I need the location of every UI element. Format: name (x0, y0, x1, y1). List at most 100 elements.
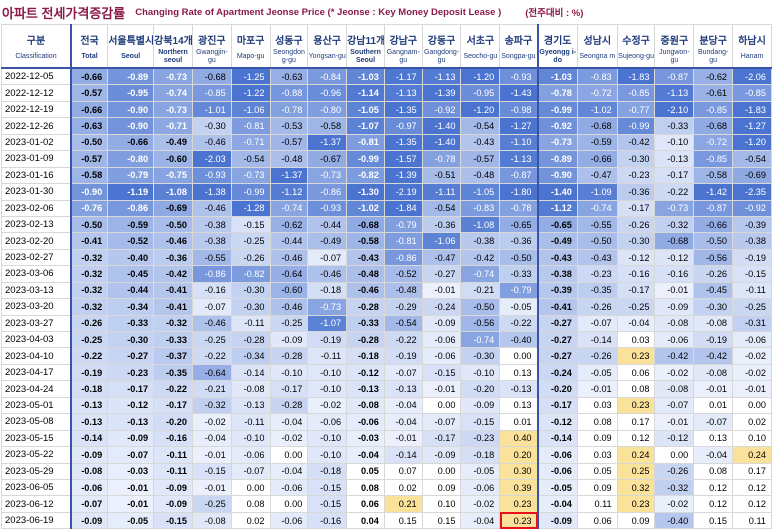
rate-cell: -0.89 (536, 150, 578, 168)
rate-cell: -1.22 (230, 84, 271, 102)
rate-cell: -0.06 (421, 347, 462, 365)
rate-cell: -0.74 (576, 199, 618, 217)
rate-cell: -1.39 (421, 84, 462, 102)
rate-cell: 0.09 (576, 478, 618, 497)
rate-cell: 0.00 (499, 347, 539, 365)
rate-cell: -0.07 (69, 495, 109, 513)
rate-cell: -0.07 (693, 413, 734, 431)
rate-cell: -0.17 (153, 396, 193, 415)
rate-cell: -0.44 (107, 281, 155, 300)
table-row: 2023-06-12 -0.07 -0.01 -0.09 -0.25 0.08 0.00 -0… (0, 495, 772, 513)
rate-cell: -0.33 (153, 330, 193, 349)
rate-cell: -0.68 (191, 67, 232, 86)
rate-cell: -0.17 (654, 166, 695, 185)
rate-cell: -0.02 (191, 413, 232, 431)
rate-cell: 0.03 (576, 446, 618, 464)
row-date: 2023-01-30 (0, 183, 72, 201)
jeonse-table-page: 아파트 전세가격증감률 Changing Rate of Apartment J… (0, 6, 772, 529)
rate-cell: -0.13 (346, 380, 385, 398)
rate-cell: -0.25 (191, 330, 232, 349)
col-subheader-5: Mapo-gu (230, 47, 271, 69)
rate-cell: -0.08 (191, 511, 232, 529)
rate-cell: 0.00 (421, 396, 462, 415)
rate-cell: -0.15 (307, 478, 348, 497)
rate-cell: -0.32 (654, 478, 695, 497)
rate-cell: -1.08 (153, 183, 193, 201)
rate-cell: -0.05 (576, 363, 618, 382)
rate-cell: -0.40 (107, 248, 155, 267)
table-row: 2023-06-05 -0.06 -0.01 -0.09 -0.01 0.00 -0.06-… (0, 478, 772, 497)
rate-cell: -0.14 (230, 363, 271, 382)
rate-cell: -0.64 (191, 363, 232, 382)
rate-cell: -0.41 (536, 298, 578, 316)
rate-cell: -0.89 (107, 67, 155, 86)
row-date: 2023-06-05 (0, 478, 72, 497)
rate-cell: -0.20 (460, 380, 501, 398)
rate-cell: -0.09 (460, 396, 501, 415)
rate-cell: -0.37 (153, 347, 193, 365)
table-row: 2023-05-15 -0.14 -0.09 -0.16 -0.04 -0.10 -0.02… (0, 429, 772, 448)
rate-cell: -0.09 (153, 478, 193, 497)
rate-cell: -0.24 (421, 298, 462, 316)
col-subheader-0: Classification (0, 47, 72, 69)
rate-cell: -0.73 (307, 166, 348, 185)
rate-cell: -0.17 (616, 281, 656, 300)
rate-cell: -0.80 (107, 150, 155, 168)
rate-cell: -0.40 (654, 511, 695, 529)
rate-cell: -0.10 (654, 133, 695, 152)
rate-cell: -1.09 (576, 183, 618, 201)
rate-cell: -0.76 (69, 199, 109, 217)
rate-cell: -0.04 (346, 446, 385, 464)
rate-cell: -0.17 (421, 429, 462, 448)
rate-cell: -0.93 (499, 67, 539, 86)
rate-cell: -0.17 (269, 380, 309, 398)
rate-cell: -0.01 (107, 478, 155, 497)
rate-cell: -0.85 (693, 150, 734, 168)
rate-cell: -0.25 (69, 330, 109, 349)
header-row-english: Classification Total Seoul Northern seoul Gw… (0, 47, 772, 69)
rate-cell: -0.54 (421, 199, 462, 217)
rate-cell: 0.08 (230, 495, 271, 513)
rate-cell: -0.73 (153, 100, 193, 119)
rate-cell: 0.02 (732, 413, 772, 431)
rate-cell: -0.48 (346, 265, 385, 283)
rate-cell: -0.12 (107, 396, 155, 415)
rate-cell: -0.32 (69, 248, 109, 267)
rate-cell: -0.50 (499, 248, 539, 267)
rate-cell: -0.48 (383, 281, 423, 300)
rate-cell: -0.39 (732, 215, 772, 234)
rate-cell: -0.20 (536, 380, 578, 398)
col-header-1: 전국 (69, 24, 109, 47)
rate-cell: -1.42 (693, 183, 734, 201)
table-row: 2022-12-05 -0.66 -0.89 -0.73 -0.68 -1.25 -0.63… (0, 67, 772, 86)
rate-cell: -0.02 (307, 396, 348, 415)
rate-cell: 0.08 (693, 462, 734, 480)
rate-cell: -0.74 (460, 330, 501, 349)
rate-cell: 0.24 (732, 446, 772, 464)
rate-cell: -1.13 (383, 84, 423, 102)
rate-cell: -0.48 (460, 166, 501, 185)
rate-cell: -0.05 (460, 462, 501, 480)
rate-cell: 0.11 (732, 511, 772, 529)
rate-cell: -0.95 (107, 84, 155, 102)
rate-cell: -0.13 (654, 150, 695, 168)
rate-cell: -0.01 (191, 446, 232, 464)
rate-cell: -0.15 (153, 511, 193, 529)
rate-cell: -0.13 (383, 380, 423, 398)
rate-cell: -0.08 (230, 380, 271, 398)
rate-cell: -0.48 (269, 150, 309, 168)
rate-cell: -0.49 (153, 133, 193, 152)
rate-cell: -0.44 (269, 232, 309, 250)
col-header-14: 성남시 (576, 24, 618, 47)
rate-cell: 0.21 (383, 495, 423, 513)
rate-cell: -0.90 (107, 117, 155, 135)
rate-cell: -0.12 (654, 429, 695, 448)
rate-cell: -0.69 (153, 199, 193, 217)
rate-cell: -0.12 (616, 248, 656, 267)
rate-cell: -0.78 (536, 84, 578, 102)
table-row: 2023-02-20 -0.41 -0.52 -0.46 -0.38 -0.25 -0.44… (0, 232, 772, 250)
rate-cell: -0.30 (460, 347, 501, 365)
rate-cell: -0.85 (732, 84, 772, 102)
rate-cell: -0.35 (576, 281, 618, 300)
rate-cell: -0.65 (499, 215, 539, 234)
